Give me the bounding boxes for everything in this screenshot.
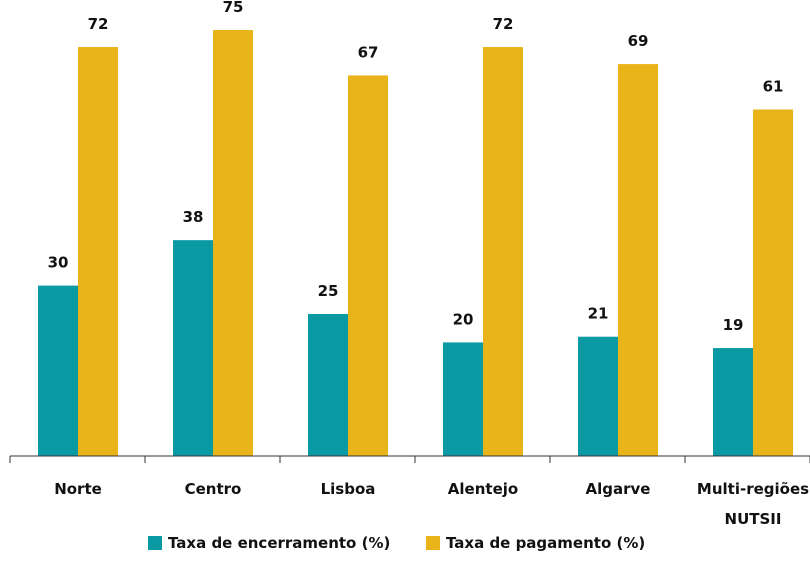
bar-pagamento-3 <box>483 47 523 456</box>
value-label-encerramento-1: 38 <box>183 208 204 226</box>
x-axis-category-labels: Norte Centro Lisboa Alentejo Algarve Multi-re… <box>54 480 809 528</box>
value-label-pagamento-4: 69 <box>628 32 649 50</box>
bar-encerramento-4 <box>578 336 618 456</box>
legend-label-0: Taxa de encerramento (%) <box>168 534 390 552</box>
category-label-1: Centro <box>185 480 242 498</box>
x-axis-ticks <box>9 456 810 463</box>
bar-encerramento-1 <box>173 240 213 456</box>
bar-encerramento-5 <box>713 348 753 456</box>
legend-label-1: Taxa de pagamento (%) <box>446 534 645 552</box>
bar-encerramento-0 <box>38 285 78 456</box>
value-label-pagamento-1: 75 <box>223 0 244 16</box>
category-label-0: Norte <box>54 480 102 498</box>
bar-pagamento-2 <box>348 75 388 456</box>
value-label-encerramento-0: 30 <box>48 254 69 272</box>
value-label-pagamento-2: 67 <box>358 43 379 61</box>
value-labels-layer: 30 38 25 20 21 19 72 75 67 72 69 61 <box>48 0 784 334</box>
bar-pagamento-5 <box>753 109 793 457</box>
bars-layer <box>38 30 793 457</box>
bar-pagamento-1 <box>213 30 253 456</box>
category-label-5: Multi-regiões <box>697 480 809 498</box>
value-label-pagamento-3: 72 <box>493 15 514 33</box>
value-label-pagamento-0: 72 <box>88 15 109 33</box>
legend-swatch-0 <box>148 536 162 550</box>
value-label-pagamento-5: 61 <box>763 78 784 96</box>
value-label-encerramento-3: 20 <box>453 310 474 328</box>
bar-pagamento-0 <box>78 47 118 456</box>
legend: Taxa de encerramento (%) Taxa de pagament… <box>148 534 645 552</box>
legend-swatch-1 <box>426 536 440 550</box>
category-label-5-line-1: NUTSII <box>725 510 782 528</box>
value-label-encerramento-5: 19 <box>723 316 744 334</box>
category-label-3: Alentejo <box>448 480 518 498</box>
bar-pagamento-4 <box>618 64 658 456</box>
value-label-encerramento-4: 21 <box>588 305 609 323</box>
value-label-encerramento-2: 25 <box>318 282 339 300</box>
category-label-4: Algarve <box>586 480 651 498</box>
bar-encerramento-3 <box>443 342 483 456</box>
category-label-2: Lisboa <box>321 480 376 498</box>
bar-encerramento-2 <box>308 314 348 456</box>
